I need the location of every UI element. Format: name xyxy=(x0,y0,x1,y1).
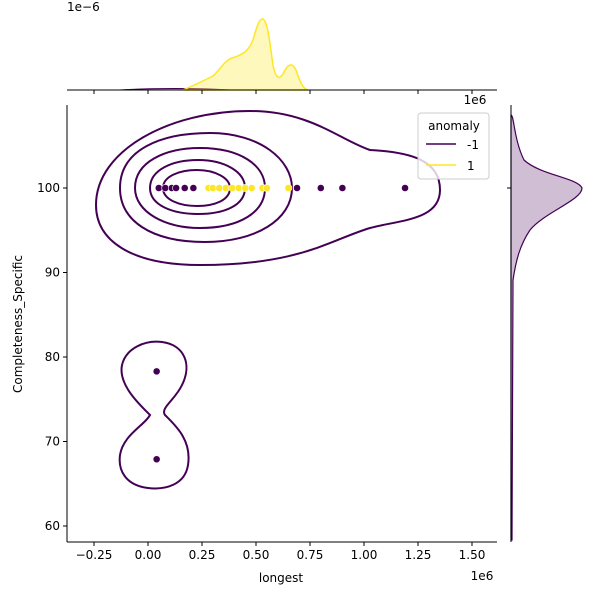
kde-contour-0 xyxy=(94,109,442,267)
x-tick-label-5: 1.00 xyxy=(351,548,378,562)
x-offset-label: 1e6 xyxy=(471,569,494,583)
point-series0-3 xyxy=(161,184,170,192)
legend-label-1: 1 xyxy=(467,159,475,173)
point-series0-10 xyxy=(338,184,347,192)
legend-label-neg1: -1 xyxy=(467,138,479,152)
kde-contours xyxy=(94,109,442,490)
y-tick-label-2: 80 xyxy=(45,350,60,364)
point-series0-2 xyxy=(154,184,163,192)
point-series1-4 xyxy=(228,184,237,192)
point-series1-1 xyxy=(208,184,217,192)
kde-contour-5 xyxy=(118,340,190,490)
point-series0-1 xyxy=(152,455,161,464)
top-marginal xyxy=(67,18,497,91)
point-series1-3 xyxy=(221,184,230,192)
marginal-kde-neg1 xyxy=(510,114,583,541)
y-tick-label-0: 60 xyxy=(45,519,60,533)
x-axis-label: longest xyxy=(259,571,304,585)
x-tick-label-6: 1.25 xyxy=(405,548,432,562)
point-series0-5 xyxy=(172,184,180,192)
y-axis-label: Completeness_Specific xyxy=(11,255,25,393)
right-marginal xyxy=(507,105,583,542)
x-tick-label-3: 0.50 xyxy=(243,548,270,562)
y-tick-label-1: 70 xyxy=(45,435,60,449)
point-series1-6 xyxy=(241,184,250,192)
point-series0-9 xyxy=(316,184,325,192)
marginal-kde-1 xyxy=(182,18,309,91)
x-tick-label-1: 0.00 xyxy=(135,548,162,562)
axes: −0.25 0.00 0.25 0.50 0.75 1.00 1.25 1.50 60 70 80 9… xyxy=(37,90,497,562)
point-series1-9 xyxy=(262,184,271,192)
legend-title: anomaly xyxy=(428,119,480,133)
y-tick-label-4: 100 xyxy=(37,181,60,195)
point-series0-8 xyxy=(293,184,301,192)
top-offset-label: 1e−6 xyxy=(67,0,100,14)
x-tick-label-7: 1.50 xyxy=(459,548,486,562)
x-offset-label-top: 1e6 xyxy=(464,93,487,107)
point-series1-2 xyxy=(215,184,224,192)
point-series0-11 xyxy=(401,184,409,192)
y-tick-label-3: 90 xyxy=(45,266,60,280)
x-tick-label-2: 0.25 xyxy=(189,548,216,562)
point-series1-10 xyxy=(284,184,293,192)
point-series1-5 xyxy=(234,184,243,192)
scatter-points xyxy=(152,184,409,464)
point-series0-7 xyxy=(189,184,198,192)
point-series0-0 xyxy=(152,367,161,376)
legend[interactable]: anomaly -1 1 xyxy=(417,112,490,180)
x-tick-label-0: −0.25 xyxy=(76,548,113,562)
point-series0-6 xyxy=(180,184,189,192)
x-tick-label-4: 0.75 xyxy=(297,548,324,562)
point-series1-7 xyxy=(247,184,256,192)
